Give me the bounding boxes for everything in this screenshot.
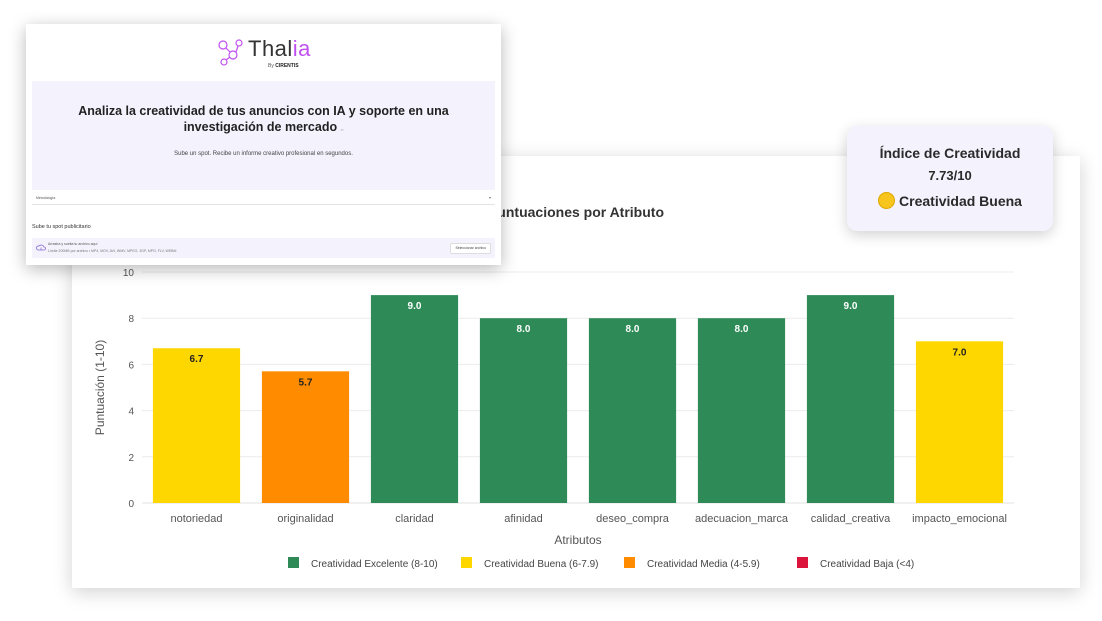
x-tick-label: calidad_creativa xyxy=(811,513,891,525)
legend-label: Creatividad Baja (<4) xyxy=(820,559,914,570)
legend-label: Creatividad Media (4-5.9) xyxy=(647,559,760,570)
data-label: 8.0 xyxy=(626,324,640,335)
y-tick-label: 10 xyxy=(123,268,135,279)
x-axis-title: Atributos xyxy=(554,533,601,547)
data-label: 6.7 xyxy=(190,354,204,365)
x-tick-label: adecuacion_marca xyxy=(695,513,789,525)
y-tick-label: 4 xyxy=(128,407,134,418)
logo-byline: By CIRENTIS xyxy=(268,63,299,69)
bar xyxy=(261,371,350,503)
x-tick-label: originalidad xyxy=(277,513,333,525)
hero-title: Analiza la creatividad de tus anuncios c… xyxy=(78,104,449,134)
y-tick-label: 0 xyxy=(128,499,134,510)
data-label: 5.7 xyxy=(299,377,313,388)
app-preview: Thalia By CIRENTIS Analiza la creativida… xyxy=(26,24,501,265)
limit-text: Límite 200MB por archivo • MP4, MOV, AVI… xyxy=(48,249,177,253)
bar xyxy=(806,295,895,503)
data-label: 8.0 xyxy=(735,324,749,335)
bar-chart: 0 2 4 6 8 10 6.7 notoriedad 5.7 originalidad 9.0 cl… xyxy=(93,268,1014,570)
bar xyxy=(588,318,677,503)
bar xyxy=(152,348,241,503)
y-tick-label: 2 xyxy=(128,453,134,464)
data-label: 8.0 xyxy=(517,324,531,335)
methodology-select[interactable]: Metodología ▾ xyxy=(32,194,495,205)
legend-label: Creatividad Excelente (8-10) xyxy=(311,559,438,570)
legend-swatch xyxy=(288,557,299,568)
x-tick-label: notoriedad xyxy=(171,513,223,525)
x-tick-label: claridad xyxy=(395,513,434,525)
legend-swatch xyxy=(624,557,635,568)
data-label: 9.0 xyxy=(408,301,422,312)
x-tick-label: afinidad xyxy=(504,513,543,525)
cloud-upload-icon xyxy=(36,244,46,251)
file-uploader[interactable]: Arrastra y suelta tu archivo aquí Límite… xyxy=(32,238,495,258)
drop-text: Arrastra y suelta tu archivo aquí xyxy=(48,242,98,246)
bar xyxy=(915,341,1004,503)
x-tick-label: impacto_emocional xyxy=(912,513,1007,525)
y-tick-label: 6 xyxy=(128,360,134,371)
y-axis-title: Puntuación (1-10) xyxy=(93,340,107,435)
hero-section: Analiza la creatividad de tus anuncios c… xyxy=(32,81,495,190)
legend-swatch xyxy=(461,557,472,568)
chevron-down-icon: ▾ xyxy=(488,195,491,200)
chart-title: Puntuaciones por Atributo xyxy=(487,204,665,220)
index-value: 7.73/10 xyxy=(928,168,972,183)
upload-label: Sube tu spot publicitario xyxy=(32,224,91,230)
link-icon: ∞ xyxy=(340,127,344,132)
yellow-circle-icon xyxy=(878,192,896,209)
index-status: Creatividad Buena xyxy=(847,192,1053,209)
y-tick-label: 8 xyxy=(128,314,134,325)
select-value: Metodología xyxy=(36,196,56,200)
x-tick-label: deseo_compra xyxy=(596,513,670,525)
data-label: 9.0 xyxy=(844,301,858,312)
data-label: 7.0 xyxy=(953,347,967,358)
index-title: Índice de Creatividad xyxy=(879,145,1021,161)
molecule-icon xyxy=(218,39,243,66)
select-file-button[interactable]: Seleccionar archivo xyxy=(450,243,491,254)
legend-label: Creatividad Buena (6-7.9) xyxy=(484,559,599,570)
bar xyxy=(370,295,459,503)
creativity-index-card: Índice de Creatividad 7.73/10 Creativida… xyxy=(847,126,1053,231)
bar xyxy=(479,318,568,503)
hero-subtitle: Sube un spot. Recibe un informe creativo… xyxy=(174,151,353,157)
logo-wordmark: Thalia xyxy=(248,36,311,61)
legend-swatch xyxy=(797,557,808,568)
bar xyxy=(697,318,786,503)
